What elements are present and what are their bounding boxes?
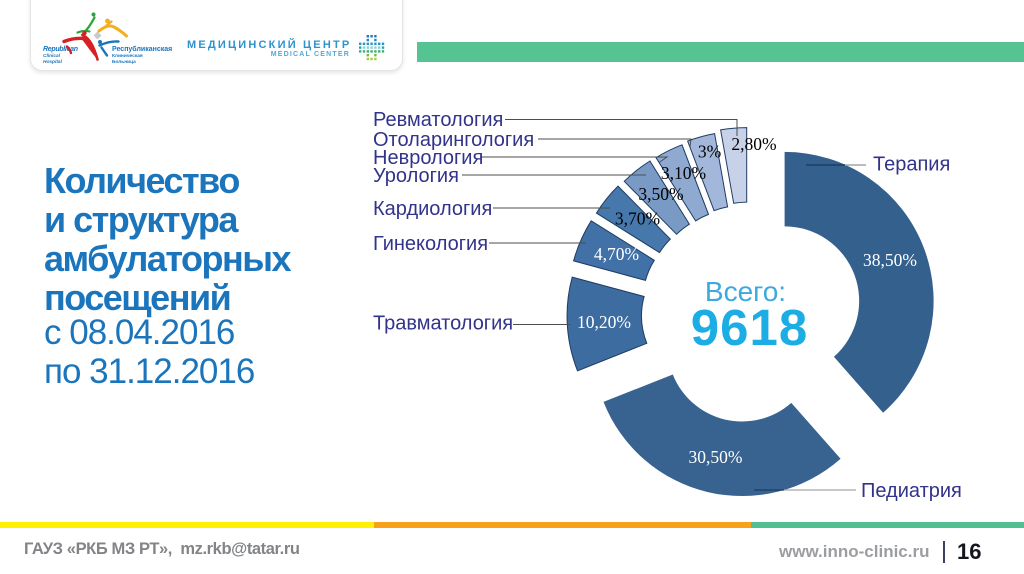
- svg-text:2,80%: 2,80%: [731, 134, 776, 154]
- svg-text:4,70%: 4,70%: [594, 244, 639, 264]
- svg-text:Всего:: Всего:: [705, 276, 786, 307]
- svg-text:Травматология: Травматология: [373, 313, 513, 335]
- svg-text:9618: 9618: [691, 299, 808, 356]
- svg-text:3,50%: 3,50%: [638, 184, 683, 204]
- svg-text:Педиатрия: Педиатрия: [861, 480, 962, 502]
- svg-text:3,70%: 3,70%: [615, 209, 660, 229]
- svg-text:30,50%: 30,50%: [689, 447, 743, 467]
- svg-text:38,50%: 38,50%: [863, 250, 917, 270]
- svg-text:Неврология: Неврология: [373, 147, 483, 169]
- svg-text:3%: 3%: [698, 142, 721, 162]
- svg-text:3,10%: 3,10%: [661, 163, 706, 183]
- svg-text:Отоларингология: Отоларингология: [373, 129, 534, 151]
- svg-text:Урология: Урология: [373, 165, 459, 187]
- svg-text:Кардиология: Кардиология: [373, 198, 492, 220]
- svg-text:Гинекология: Гинекология: [373, 233, 488, 255]
- svg-text:10,20%: 10,20%: [577, 312, 631, 332]
- svg-text:Терапия: Терапия: [873, 154, 950, 176]
- svg-text:Ревматология: Ревматология: [373, 109, 503, 131]
